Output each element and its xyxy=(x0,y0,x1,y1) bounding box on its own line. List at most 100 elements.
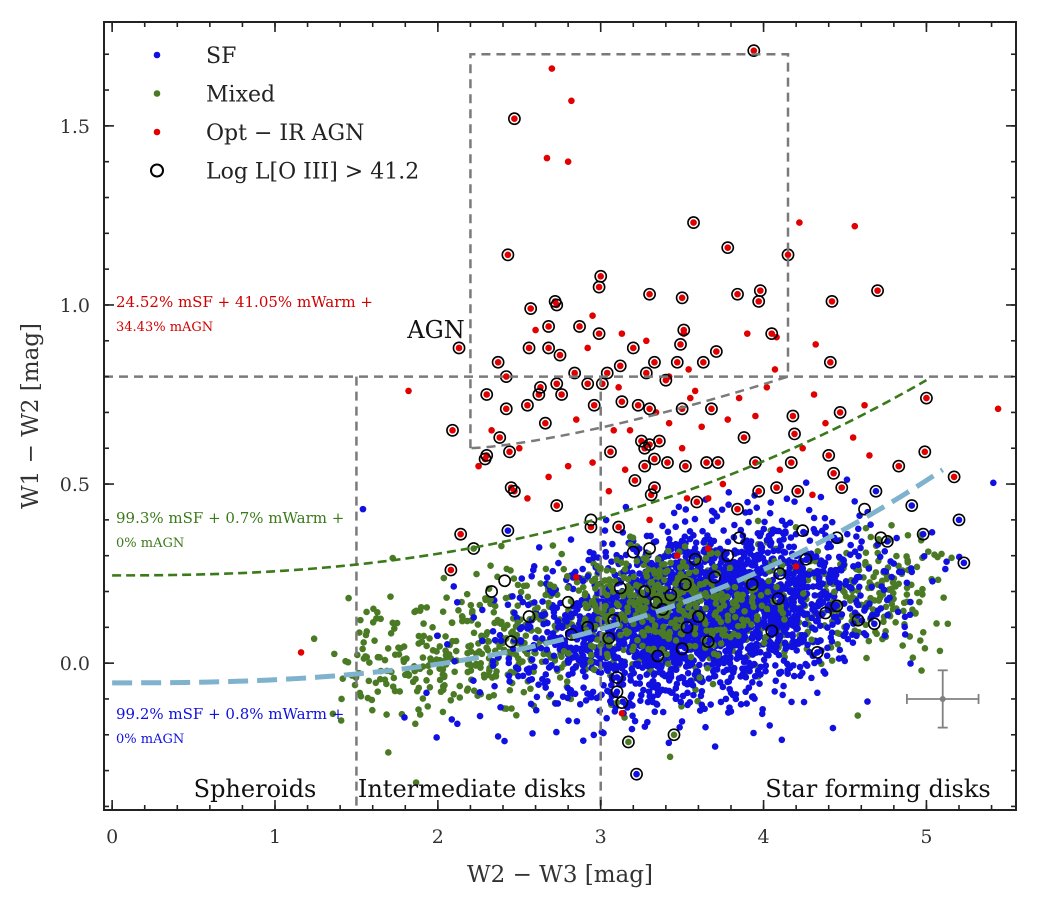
mixed-point xyxy=(677,616,685,624)
sf-point xyxy=(710,617,717,625)
agn-point xyxy=(502,405,510,413)
sf-point xyxy=(929,578,936,585)
mixed-point xyxy=(550,583,558,591)
sf-point xyxy=(559,693,567,700)
agn-point xyxy=(755,298,762,305)
sf-point xyxy=(613,688,621,696)
agn-point xyxy=(776,466,784,474)
high-oiii-ring xyxy=(858,502,871,516)
mixed-point xyxy=(672,624,679,631)
agn-point xyxy=(584,380,591,388)
sf-point xyxy=(607,681,615,689)
legend-label: Mixed xyxy=(206,83,275,108)
sf-point xyxy=(628,725,636,733)
high-oiii-ring xyxy=(550,499,564,512)
high-oiii-ring xyxy=(584,513,598,527)
mixed-point xyxy=(900,607,907,615)
mixed-point xyxy=(412,779,420,786)
agn-point xyxy=(571,369,578,377)
mixed-point xyxy=(390,625,398,632)
sf-point xyxy=(760,618,768,626)
agn-point xyxy=(724,416,732,423)
sf-point xyxy=(745,518,752,526)
mixed-point xyxy=(514,581,522,589)
sf-point xyxy=(563,618,570,625)
sf-point xyxy=(645,681,653,688)
sf-point xyxy=(636,570,643,577)
mixed-point xyxy=(613,556,620,564)
high-oiii-ring xyxy=(444,563,458,577)
high-oiii-ring xyxy=(667,728,681,742)
sf-point xyxy=(705,650,713,657)
mixed-point xyxy=(938,550,945,558)
agn-point xyxy=(634,401,642,409)
sf-point xyxy=(541,680,549,687)
sf-point xyxy=(867,521,874,529)
sf-point xyxy=(423,689,430,697)
sf-point xyxy=(762,667,769,675)
sf-point xyxy=(880,567,888,575)
agn-point xyxy=(700,358,707,366)
high-oiii-ring xyxy=(522,341,536,355)
mixed-point xyxy=(828,657,836,664)
sf-point xyxy=(784,579,792,587)
sf-point xyxy=(750,729,757,737)
high-oiii-ring xyxy=(499,402,513,416)
sf-point xyxy=(649,640,657,647)
mixed-point xyxy=(800,590,807,597)
sf-point xyxy=(864,698,871,705)
sf-point xyxy=(645,634,653,641)
sf-point xyxy=(806,537,814,544)
sf-point xyxy=(359,505,367,513)
sf-point xyxy=(622,503,630,511)
mixed-point xyxy=(560,565,568,573)
sf-point xyxy=(893,534,900,542)
sf-point xyxy=(847,541,854,549)
mixed-point xyxy=(714,549,721,557)
agn-point xyxy=(685,366,692,373)
sf-point xyxy=(810,607,818,614)
mixed-point xyxy=(464,668,472,676)
region-label-star-forming: Star forming disks xyxy=(765,775,990,803)
mixed-point xyxy=(594,636,602,643)
high-oiii-ring xyxy=(613,359,627,373)
agn-point xyxy=(755,487,762,495)
sf-point xyxy=(816,574,823,581)
mixed-point xyxy=(508,705,515,712)
mixed-point xyxy=(597,564,604,572)
mixed-point xyxy=(665,634,673,641)
sf-point xyxy=(679,692,687,700)
agn-point xyxy=(524,495,531,502)
mixed-point xyxy=(862,621,870,629)
high-oiii-ring xyxy=(679,577,692,591)
sf-point xyxy=(767,542,774,549)
sf-point xyxy=(479,606,486,614)
high-oiii-ring xyxy=(561,595,575,609)
mixed-point xyxy=(397,644,404,652)
mixed-point xyxy=(651,622,659,629)
sf-point xyxy=(516,594,524,602)
mixed-point xyxy=(876,594,884,601)
sf-point xyxy=(604,667,611,675)
mixed-point xyxy=(716,605,724,612)
high-oiii-ring xyxy=(602,631,616,645)
sf-point xyxy=(749,679,756,686)
agn-point xyxy=(524,401,531,409)
sf-point xyxy=(543,646,551,653)
sf-point xyxy=(629,712,636,720)
mixed-point xyxy=(442,652,450,659)
mixed-point xyxy=(764,588,771,596)
sf-point xyxy=(565,717,572,724)
sf-point xyxy=(720,668,728,676)
sf-point xyxy=(585,556,592,564)
mixed-point xyxy=(487,596,494,603)
sf-point xyxy=(757,648,764,656)
mixed-point xyxy=(936,647,944,655)
mixed-point xyxy=(726,564,734,572)
sf-point xyxy=(811,626,819,633)
mixed-point xyxy=(523,582,530,589)
agn-point xyxy=(836,409,844,416)
mixed-point xyxy=(885,586,893,594)
sf-point xyxy=(821,670,829,677)
sf-point xyxy=(678,718,686,725)
